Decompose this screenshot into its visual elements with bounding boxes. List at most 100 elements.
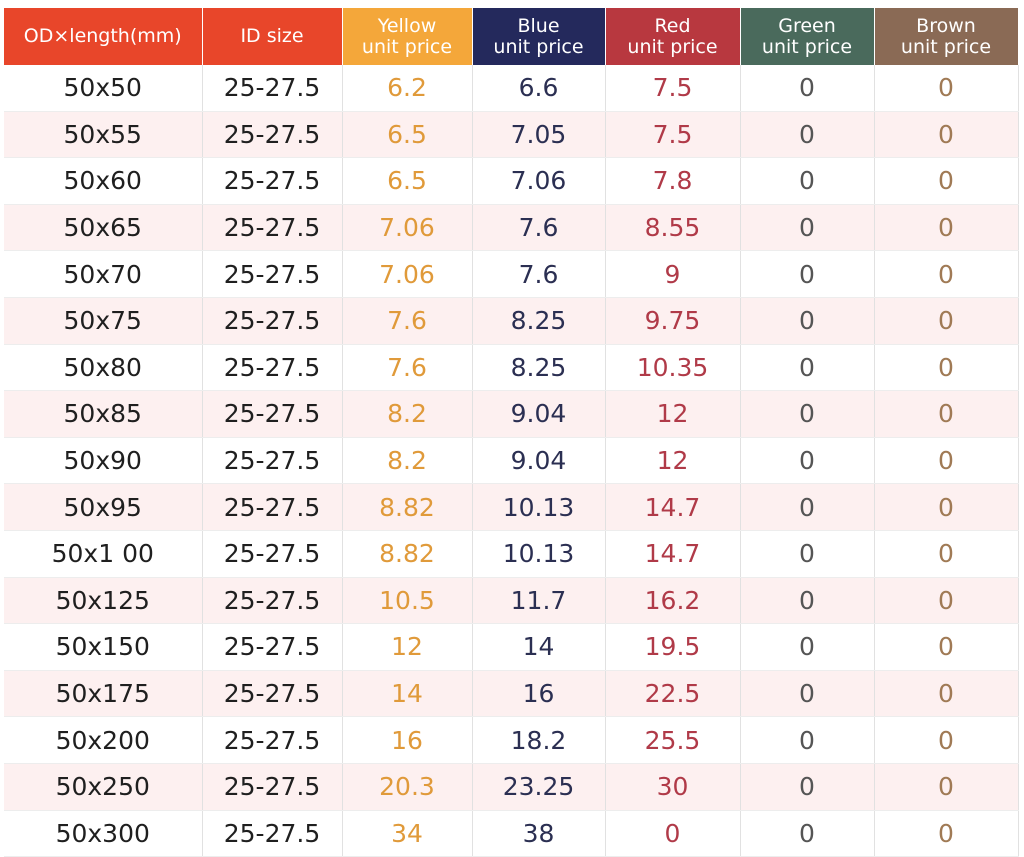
od-length-cell: 50x75 — [4, 297, 203, 345]
od-length-cell: 50x55 — [4, 111, 203, 159]
id-size-cell: 25-27.5 — [202, 577, 343, 625]
yellow-price-cell: 7.06 — [342, 204, 473, 252]
blue-price-cell: 11.7 — [472, 577, 606, 625]
brown-price-cell: 0 — [874, 157, 1019, 205]
yellow-price-cell: 8.82 — [342, 483, 473, 531]
id-size-cell: 25-27.5 — [202, 670, 343, 718]
brown-price-cell: 0 — [874, 763, 1019, 811]
table-row: 50x65 25-27.5 7.06 7.6 8.55 0 0 — [4, 204, 1019, 252]
brown-price-cell: 0 — [874, 577, 1019, 625]
yellow-price-cell: 8.2 — [342, 390, 473, 438]
yellow-price-cell: 20.3 — [342, 763, 473, 811]
header-brown-line-0: Brown — [916, 14, 976, 37]
od-length-cell: 50x125 — [4, 577, 203, 625]
red-price-cell: 12 — [605, 390, 741, 438]
yellow-price-cell: 8.2 — [342, 437, 473, 485]
green-price-cell: 0 — [740, 530, 875, 578]
id-size-cell: 25-27.5 — [202, 716, 343, 764]
table-row: 50x200 25-27.5 16 18.2 25.5 0 0 — [4, 716, 1019, 764]
red-price-cell: 19.5 — [605, 623, 741, 671]
green-price-cell: 0 — [740, 670, 875, 718]
brown-price-cell: 0 — [874, 344, 1019, 392]
od-length-cell: 50x175 — [4, 670, 203, 718]
id-size-cell: 25-27.5 — [202, 157, 343, 205]
id-size-cell: 25-27.5 — [202, 390, 343, 438]
yellow-price-cell: 34 — [342, 810, 473, 857]
brown-price-cell: 0 — [874, 111, 1019, 159]
yellow-price-cell: 10.5 — [342, 577, 473, 625]
header-blue-unit-price: Blue unit price — [472, 8, 606, 65]
yellow-price-cell: 6.2 — [342, 65, 473, 112]
table-row: 50x300 25-27.5 34 38 0 0 0 — [4, 810, 1019, 857]
yellow-price-cell: 7.6 — [342, 344, 473, 392]
header-green-unit-price: Green unit price — [740, 8, 875, 65]
header-id-line-0: ID size — [240, 25, 304, 47]
header-blue-line-0: Blue — [517, 14, 560, 37]
id-size-cell: 25-27.5 — [202, 204, 343, 252]
red-price-cell: 10.35 — [605, 344, 741, 392]
yellow-price-cell: 7.06 — [342, 250, 473, 298]
green-price-cell: 0 — [740, 763, 875, 811]
header-row: OD×length(mm) ID size Yellow unit price B… — [4, 8, 1019, 65]
blue-price-cell: 16 — [472, 670, 606, 718]
id-size-cell: 25-27.5 — [202, 344, 343, 392]
table-row: 50x80 25-27.5 7.6 8.25 10.35 0 0 — [4, 344, 1019, 392]
brown-price-cell: 0 — [874, 716, 1019, 764]
table-row: 50x175 25-27.5 14 16 22.5 0 0 — [4, 670, 1019, 718]
brown-price-cell: 0 — [874, 483, 1019, 531]
id-size-cell: 25-27.5 — [202, 250, 343, 298]
od-length-cell: 50x200 — [4, 716, 203, 764]
table-body: 50x50 25-27.5 6.2 6.6 7.5 0 0 50x55 25-27.5 6.5 7.… — [4, 65, 1019, 857]
price-table: OD×length(mm) ID size Yellow unit price B… — [4, 8, 1019, 857]
table-row: 50x75 25-27.5 7.6 8.25 9.75 0 0 — [4, 297, 1019, 345]
table-row: 50x85 25-27.5 8.2 9.04 12 0 0 — [4, 390, 1019, 438]
blue-price-cell: 6.6 — [472, 65, 606, 112]
blue-price-cell: 7.06 — [472, 157, 606, 205]
green-price-cell: 0 — [740, 623, 875, 671]
id-size-cell: 25-27.5 — [202, 65, 343, 112]
table-row: 50x250 25-27.5 20.3 23.25 30 0 0 — [4, 763, 1019, 811]
green-price-cell: 0 — [740, 437, 875, 485]
blue-price-cell: 9.04 — [472, 437, 606, 485]
yellow-price-cell: 8.82 — [342, 530, 473, 578]
od-length-cell: 50x250 — [4, 763, 203, 811]
blue-price-cell: 14 — [472, 623, 606, 671]
id-size-cell: 25-27.5 — [202, 437, 343, 485]
blue-price-cell: 8.25 — [472, 297, 606, 345]
green-price-cell: 0 — [740, 204, 875, 252]
id-size-cell: 25-27.5 — [202, 530, 343, 578]
brown-price-cell: 0 — [874, 65, 1019, 112]
red-price-cell: 0 — [605, 810, 741, 857]
table-row: 50x150 25-27.5 12 14 19.5 0 0 — [4, 623, 1019, 671]
od-length-cell: 50x90 — [4, 437, 203, 485]
blue-price-cell: 10.13 — [472, 483, 606, 531]
table-row: 50x1 00 25-27.5 8.82 10.13 14.7 0 0 — [4, 530, 1019, 578]
blue-price-cell: 7.6 — [472, 204, 606, 252]
table-row: 50x70 25-27.5 7.06 7.6 9 0 0 — [4, 250, 1019, 298]
red-price-cell: 7.5 — [605, 111, 741, 159]
blue-price-cell: 38 — [472, 810, 606, 857]
blue-price-cell: 10.13 — [472, 530, 606, 578]
table-row: 50x50 25-27.5 6.2 6.6 7.5 0 0 — [4, 65, 1019, 112]
green-price-cell: 0 — [740, 344, 875, 392]
green-price-cell: 0 — [740, 297, 875, 345]
od-length-cell: 50x85 — [4, 390, 203, 438]
id-size-cell: 25-27.5 — [202, 623, 343, 671]
red-price-cell: 9 — [605, 250, 741, 298]
od-length-cell: 50x65 — [4, 204, 203, 252]
od-length-cell: 50x70 — [4, 250, 203, 298]
brown-price-cell: 0 — [874, 437, 1019, 485]
green-price-cell: 0 — [740, 577, 875, 625]
red-price-cell: 8.55 — [605, 204, 741, 252]
od-length-cell: 50x60 — [4, 157, 203, 205]
od-length-cell: 50x1 00 — [4, 530, 203, 578]
blue-price-cell: 7.05 — [472, 111, 606, 159]
header-id-size: ID size — [202, 8, 343, 65]
brown-price-cell: 0 — [874, 204, 1019, 252]
red-price-cell: 7.5 — [605, 65, 741, 112]
od-length-cell: 50x80 — [4, 344, 203, 392]
red-price-cell: 25.5 — [605, 716, 741, 764]
id-size-cell: 25-27.5 — [202, 483, 343, 531]
green-price-cell: 0 — [740, 810, 875, 857]
brown-price-cell: 0 — [874, 810, 1019, 857]
